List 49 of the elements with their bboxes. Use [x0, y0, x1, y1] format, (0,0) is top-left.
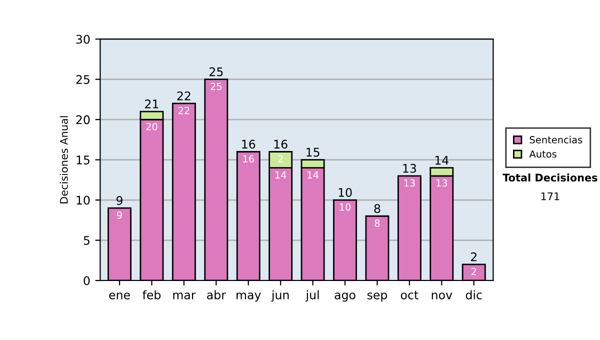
y-tick-label: 0 — [84, 276, 90, 286]
total-label: 14 — [435, 156, 449, 165]
x-tick-label: ago — [334, 292, 356, 302]
data-label: 13 — [404, 179, 415, 187]
x-tick-label: mar — [173, 292, 196, 300]
data-label: 20 — [146, 122, 158, 130]
data-label: 14 — [275, 171, 286, 178]
total-label: 25 — [210, 67, 223, 76]
total-label: 8 — [374, 204, 380, 214]
x-tick-label: may — [236, 292, 261, 302]
y-tick-label: 10 — [76, 196, 90, 205]
data-label: 8 — [374, 220, 380, 227]
data-label: 16 — [243, 155, 254, 162]
x-tick-label: oct — [400, 290, 418, 300]
total-label: 2 — [470, 252, 476, 262]
total-label: 21 — [145, 100, 158, 108]
data-label: 10 — [340, 203, 351, 211]
data-label: 14 — [308, 171, 318, 178]
text: Total Decisiones — [502, 173, 598, 182]
y-tick-label: 30 — [76, 34, 90, 44]
x-tick-label: abr — [207, 290, 226, 300]
data-label: 22 — [178, 106, 190, 114]
total-label: 16 — [274, 140, 288, 149]
data-label: 13 — [436, 179, 448, 187]
legend-label: Autos — [529, 150, 556, 158]
x-tick-label: sep — [367, 292, 388, 302]
data-label: 2 — [471, 268, 476, 276]
total-label: 16 — [242, 140, 256, 149]
data-label: 9 — [117, 211, 122, 219]
total-label: 10 — [338, 188, 352, 197]
x-tick-label: jul — [306, 290, 319, 302]
total-label: 22 — [177, 91, 190, 100]
x-tick-label: jun — [271, 290, 289, 302]
x-tick-label: feb — [142, 290, 161, 300]
y-tick-label: 5 — [84, 236, 90, 245]
total-label: 9 — [116, 196, 122, 205]
y-tick-label: 20 — [76, 115, 90, 124]
y-axis-title: Decisiones Anual — [60, 116, 68, 204]
y-tick-label: 25 — [76, 75, 90, 84]
x-tick-label: dic — [466, 290, 482, 300]
total-label: 13 — [403, 164, 416, 173]
data-label: 25 — [210, 82, 222, 90]
x-tick-label: ene — [109, 292, 130, 300]
data-label: 2 — [278, 155, 283, 162]
y-tick-label: 15 — [76, 156, 90, 164]
x-tick-label: nov — [432, 292, 452, 300]
text: 171 — [541, 192, 560, 200]
legend-label: Sentencias — [530, 136, 582, 144]
total-label: 15 — [306, 148, 320, 157]
